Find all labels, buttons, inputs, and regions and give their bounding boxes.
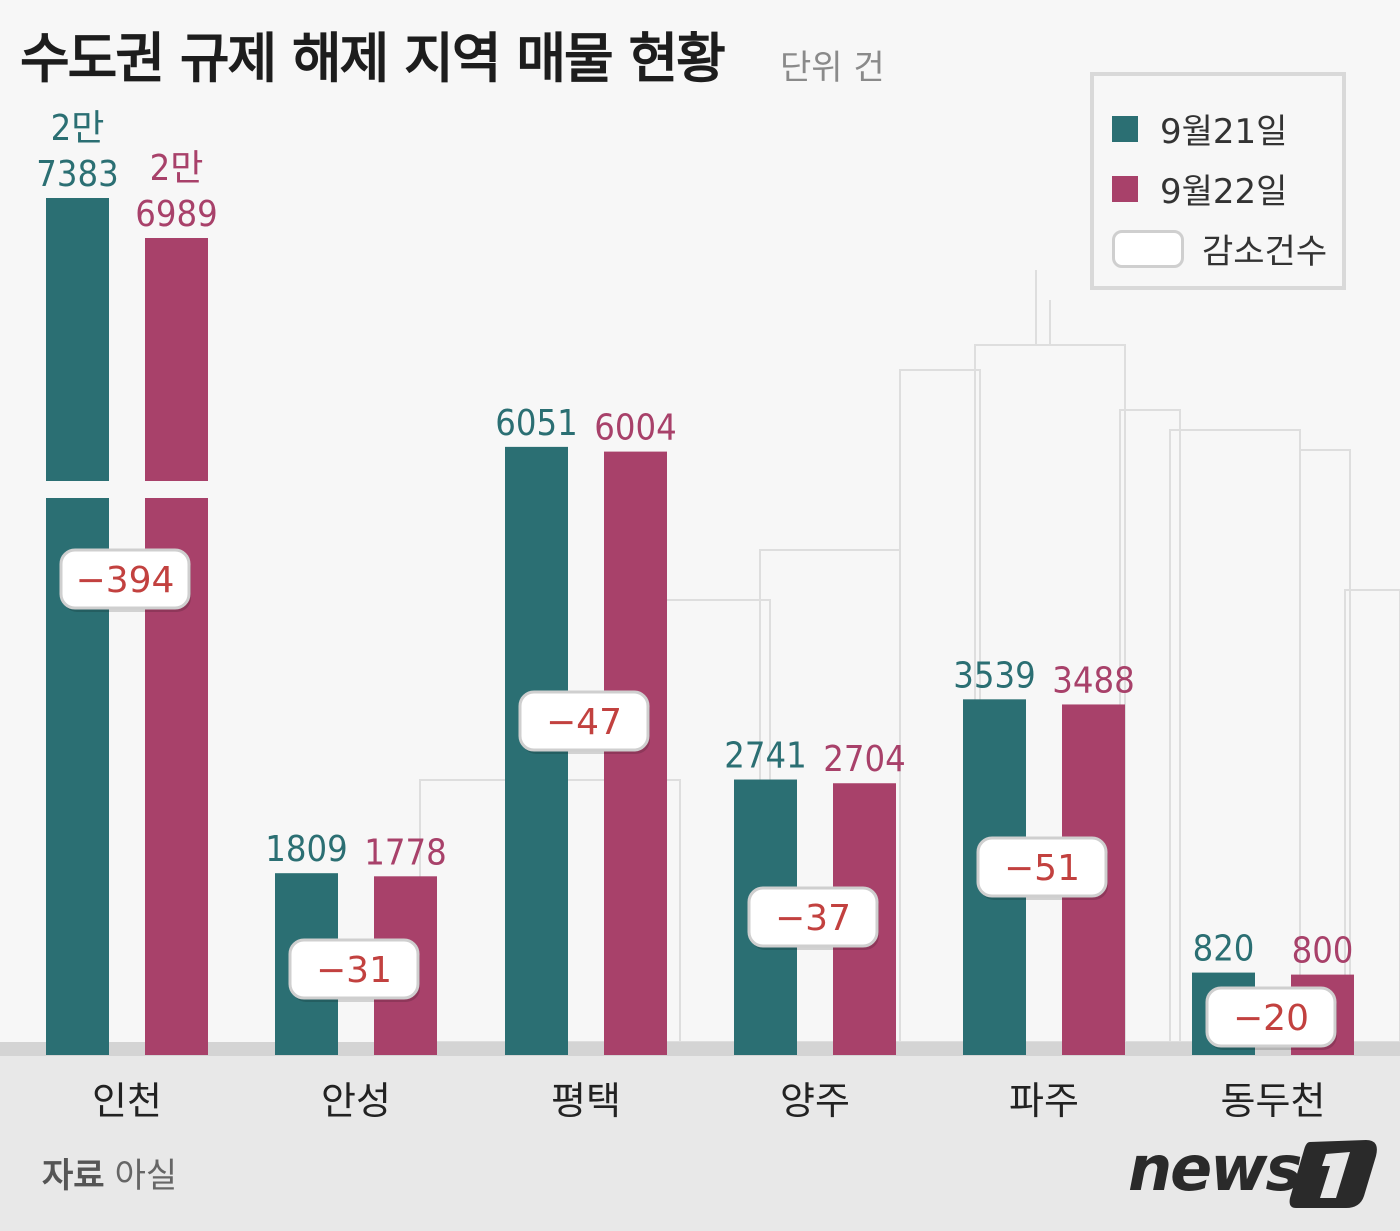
value-label: 6989 [135, 194, 217, 235]
difference-badge [288, 938, 420, 1000]
news1-logo: news [1128, 1132, 1377, 1208]
source-value: 아실 [114, 1156, 178, 1196]
difference-badge [1205, 986, 1337, 1048]
chart-title: 수도권 규제 해제 지역 매물 현황 [20, 27, 726, 90]
value-label: 1809 [265, 829, 347, 870]
legend-item-difference: 감소건수 [1112, 224, 1327, 273]
value-label: 2704 [823, 739, 905, 780]
source: 자료 아실 [42, 1148, 177, 1197]
baseline [0, 1042, 1400, 1056]
legend-swatch-teal [1112, 115, 1138, 142]
category-label: 양주 [780, 1079, 850, 1123]
source-label: 자료 [42, 1156, 105, 1196]
difference-badge [976, 836, 1108, 898]
value-label: 7383 [36, 154, 118, 195]
difference-label: −47 [546, 702, 622, 743]
legend-label: 9월21일 [1160, 112, 1288, 152]
legend-label: 9월22일 [1160, 172, 1288, 212]
legend-swatch-magenta [1112, 175, 1138, 202]
category-label: 파주 [1009, 1079, 1079, 1123]
svg-text:news: news [1128, 1132, 1300, 1205]
difference-label: −394 [76, 560, 175, 601]
category-label: 평택 [551, 1079, 621, 1123]
legend-label: 감소건수 [1202, 232, 1328, 272]
legend-item-series2: 9월22일 [1112, 164, 1287, 213]
difference-label: −31 [316, 950, 392, 991]
difference-badge [518, 690, 650, 752]
value-label: 2741 [724, 736, 806, 777]
value-label: 820 [1193, 929, 1255, 970]
value-label: 6004 [594, 408, 676, 449]
value-label: 1778 [364, 832, 446, 873]
axis-break [143, 481, 210, 498]
value-label: 2만 [150, 148, 204, 189]
axis-break [44, 481, 111, 498]
value-label: 3539 [953, 655, 1035, 696]
bar-sep21 [46, 198, 109, 1055]
value-label: 6051 [495, 403, 577, 444]
legend-box-icon [1112, 229, 1184, 268]
legend: 9월21일 9월22일 감소건수 [1090, 72, 1346, 290]
bar-sep22 [145, 238, 208, 1055]
difference-label: −20 [1233, 998, 1309, 1039]
difference-badge [747, 886, 879, 948]
difference-badge [59, 548, 191, 610]
floor [0, 1042, 1400, 1231]
value-label: 2만 [51, 108, 105, 149]
difference-label: −51 [1004, 848, 1080, 889]
category-label: 인천 [92, 1079, 162, 1123]
value-label: 800 [1292, 931, 1354, 972]
value-label: 3488 [1052, 660, 1134, 701]
unit-label: 단위 건 [780, 48, 885, 88]
bar-sep22 [604, 451, 667, 1055]
category-label: 안성 [321, 1079, 391, 1123]
legend-item-series1: 9월21일 [1112, 104, 1287, 153]
difference-label: −37 [775, 898, 851, 939]
category-label: 동두천 [1221, 1079, 1326, 1123]
